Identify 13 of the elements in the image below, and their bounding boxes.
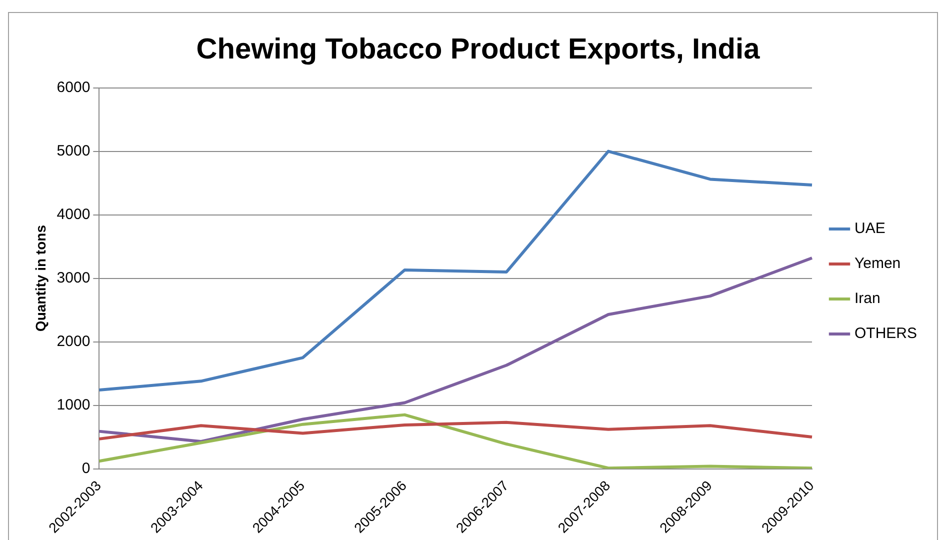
y-axis-title: Quantity in tons xyxy=(32,224,48,332)
y-tick-label: 5000 xyxy=(56,142,90,160)
y-tick-label: 2000 xyxy=(56,332,90,350)
legend-label: Iran xyxy=(854,290,880,308)
chart-title: Chewing Tobacco Product Exports, India xyxy=(196,33,761,66)
y-tick-label: 0 xyxy=(82,460,90,477)
y-tick-label: 1000 xyxy=(56,396,90,414)
y-tick-label: 6000 xyxy=(56,78,90,96)
legend-label: OTHERS xyxy=(854,325,918,342)
legend-label: Yemen xyxy=(854,255,901,272)
y-tick-label: 4000 xyxy=(56,206,90,223)
y-tick-label: 3000 xyxy=(56,269,90,286)
legend-label: UAE xyxy=(854,220,886,238)
